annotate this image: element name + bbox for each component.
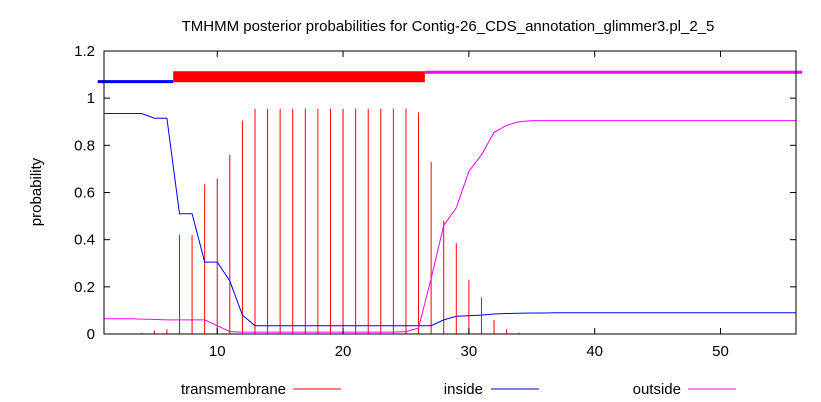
- y-tick-label: 0: [87, 326, 95, 343]
- legend-label-outside: outside: [633, 381, 681, 398]
- y-tick-label: 0.8: [74, 137, 95, 154]
- x-tick-label: 30: [461, 343, 478, 360]
- inside-line: [104, 113, 796, 327]
- x-tick-label: 50: [712, 343, 729, 360]
- legend-label-inside: inside: [444, 381, 483, 398]
- y-axis-label: probability: [28, 157, 45, 226]
- x-tick-label: 20: [335, 343, 352, 360]
- probability-lines: [104, 113, 796, 333]
- y-tick-label: 1.2: [74, 43, 95, 60]
- x-tick-label: 40: [586, 343, 603, 360]
- x-axis-ticks: 10 20 30 40 50: [209, 51, 729, 360]
- chart-title: TMHMM posterior probabilities for Contig…: [182, 18, 715, 35]
- topology-bars: [97, 70, 803, 84]
- y-tick-label: 0.2: [74, 279, 95, 296]
- y-tick-label: 1: [87, 90, 95, 107]
- plot-frame: [103, 50, 797, 335]
- outside-line: [104, 120, 796, 333]
- topology-transmembrane-bar: [173, 71, 425, 83]
- y-axis-ticks: 0 0.2 0.4 0.6 0.8 1 1.2: [74, 43, 796, 343]
- y-tick-label: 0.6: [74, 185, 95, 202]
- x-tick-label: 10: [209, 343, 226, 360]
- legend-label-transmembrane: transmembrane: [181, 381, 286, 398]
- y-tick-label: 0.4: [74, 232, 95, 249]
- legend: transmembrane inside outside: [181, 381, 736, 398]
- transmembrane-impulses: [141, 108, 520, 334]
